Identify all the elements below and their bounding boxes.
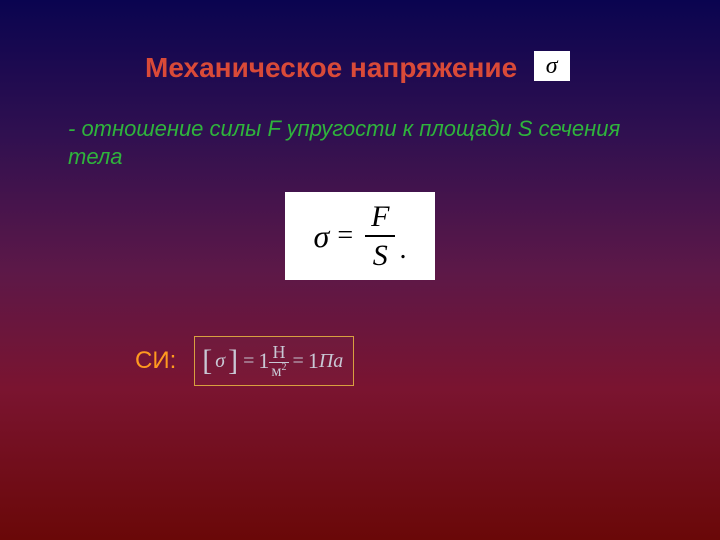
fraction-bar <box>365 235 395 237</box>
formula-eq: = <box>337 220 365 252</box>
slide-title: Механическое напряжение <box>145 52 517 84</box>
formula-denominator: S <box>367 239 394 272</box>
si-label: СИ: <box>135 347 176 375</box>
si-one2: 1 <box>308 348 319 374</box>
si-unit-numerator: Н <box>270 343 287 361</box>
formula-numerator: F <box>365 200 395 233</box>
si-den-exp: 2 <box>282 362 287 373</box>
bracket-open: [ <box>201 346 213 376</box>
si-eq2: = <box>289 350 308 373</box>
si-pascal: Па <box>319 350 343 373</box>
bracket-close: ] <box>227 346 239 376</box>
si-eq1: = <box>239 350 258 373</box>
si-unit-box: [ σ ] = 1 Н м2 = 1 Па <box>194 336 354 386</box>
si-den-base: м <box>271 363 281 380</box>
si-one1: 1 <box>258 348 269 374</box>
si-unit-denominator: м2 <box>269 364 288 380</box>
si-row: СИ: [ σ ] = 1 Н м2 = 1 Па <box>135 336 354 386</box>
si-fraction: Н м2 <box>269 343 288 380</box>
formula-fraction: F S <box>365 200 395 272</box>
formula-row: σ = F S . <box>285 192 435 280</box>
formula-lhs: σ <box>314 218 338 255</box>
sigma-icon: σ <box>534 51 570 81</box>
title-row: Механическое напряжение σ <box>0 52 720 84</box>
si-sigma: σ <box>213 350 227 373</box>
main-formula: σ = F S . <box>285 192 435 280</box>
slide: Механическое напряжение σ - отношение си… <box>0 0 720 540</box>
definition-text: - отношение силы F упругости к площади S… <box>68 115 628 170</box>
formula-period: . <box>395 234 406 266</box>
